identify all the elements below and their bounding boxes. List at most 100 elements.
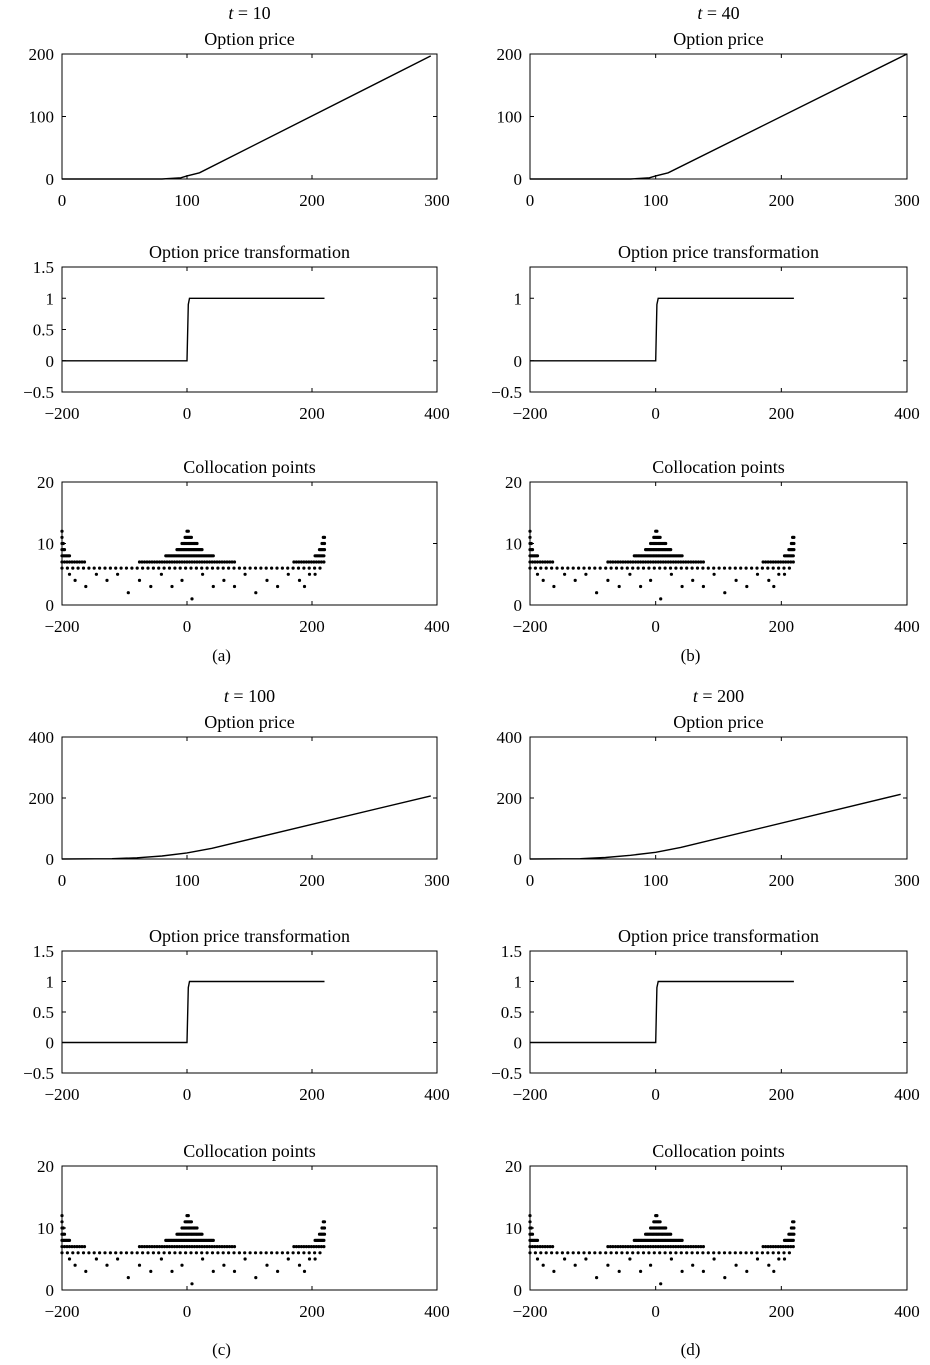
y-tick-label: 20 (37, 473, 54, 492)
collocation-point (636, 1245, 640, 1249)
panel-time-label: t = 100 (224, 686, 275, 706)
subplot-line: Option price 0 100 200 300 0 100 200 (497, 29, 920, 210)
collocation-point (155, 1245, 159, 1249)
collocation-point (243, 1257, 247, 1261)
collocation-point (661, 560, 665, 564)
collocation-point (723, 1276, 727, 1280)
subplot-line: Option price 0 100 200 300 0 100 200 (29, 29, 450, 210)
collocation-point (248, 1251, 252, 1255)
collocation-point (309, 1245, 313, 1249)
plot-frame (61, 1165, 438, 1291)
collocation-point (141, 1251, 145, 1255)
collocation-point (294, 1245, 298, 1249)
collocation-point (157, 566, 161, 570)
collocation-point (202, 560, 207, 564)
collocation-point (674, 566, 678, 570)
collocation-point (67, 572, 72, 576)
collocation-point (124, 1251, 129, 1255)
collocation-point (167, 560, 172, 564)
y-tick-label: 200 (29, 789, 55, 808)
collocation-point (126, 1276, 130, 1280)
y-tick-label: −0.5 (491, 383, 522, 402)
collocation-point (72, 1245, 77, 1249)
collocation-point (706, 566, 710, 570)
collocation-point (142, 1245, 147, 1249)
collocation-point (194, 1251, 198, 1255)
collocation-point (691, 560, 696, 564)
collocation-point (322, 1232, 327, 1236)
collocation-point (659, 560, 663, 564)
x-tick-label: 300 (424, 871, 450, 890)
collocation-point (225, 560, 229, 564)
y-tick-label: 1.5 (33, 942, 54, 961)
collocation-point (690, 1251, 694, 1255)
x-tick-label: 400 (894, 404, 920, 423)
collocation-point (61, 541, 65, 546)
collocation-point (175, 1245, 179, 1249)
collocation-point (217, 1245, 222, 1249)
collocation-point (108, 566, 112, 570)
collocation-point (538, 560, 542, 564)
collocation-point (641, 1245, 645, 1249)
plot-frame (529, 481, 908, 606)
collocation-point (254, 591, 258, 595)
collocation-point (609, 566, 613, 570)
collocation-point (145, 1245, 149, 1249)
collocation-point (77, 1245, 82, 1249)
collocation-point (666, 560, 670, 564)
collocation-point (307, 560, 311, 564)
collocation-point (292, 1245, 296, 1249)
collocation-point (275, 566, 279, 570)
collocation-point (157, 560, 162, 564)
collocation-point (552, 1269, 556, 1273)
collocation-point (528, 535, 532, 540)
collocation-point (137, 578, 142, 583)
collocation-point (701, 584, 706, 589)
collocation-point (664, 560, 668, 564)
y-tick-label: 200 (29, 45, 55, 64)
collocation-point (644, 560, 648, 564)
x-tick-label: 0 (651, 404, 660, 423)
x-tick-label: −200 (512, 617, 547, 636)
series-line (61, 795, 431, 860)
collocation-point (733, 1251, 737, 1255)
y-tick-label: 0 (46, 170, 55, 189)
x-tick-label: 400 (894, 617, 920, 636)
collocation-point (563, 1257, 567, 1261)
series-line (62, 297, 325, 362)
collocation-point (71, 566, 75, 570)
collocation-point (535, 554, 540, 558)
collocation-point (232, 1269, 237, 1273)
collocation-point (641, 566, 646, 570)
collocation-point (162, 1251, 166, 1255)
x-tick-label: 200 (769, 1085, 795, 1104)
y-tick-label: 0.5 (33, 1003, 54, 1022)
collocation-point (81, 566, 86, 570)
collocation-point (151, 566, 155, 570)
collocation-point (70, 560, 74, 564)
collocation-point (141, 566, 145, 570)
collocation-point (312, 560, 316, 564)
y-tick-label: 1 (46, 289, 55, 308)
collocation-point (180, 560, 184, 564)
collocation-point (620, 566, 624, 570)
collocation-point (72, 560, 77, 564)
panel-time-label: t = 40 (697, 3, 739, 23)
collocation-point (182, 560, 187, 564)
collocation-point (769, 560, 773, 564)
collocation-point (791, 1238, 795, 1242)
collocation-point (728, 1251, 732, 1255)
collocation-point (717, 566, 721, 570)
collocation-point (116, 1257, 120, 1261)
collocation-point (529, 1226, 533, 1230)
collocation-point (786, 560, 790, 564)
collocation-point (230, 560, 234, 564)
collocation-point (598, 566, 602, 570)
collocation-point (649, 1245, 653, 1249)
y-tick-label: 20 (505, 1157, 522, 1176)
collocation-point (150, 1245, 154, 1249)
collocation-point (792, 535, 796, 540)
collocation-point (745, 1269, 749, 1273)
collocation-point (786, 1245, 790, 1249)
subplot-line: Option price transformation −200 0 200 400 −0… (491, 242, 920, 423)
